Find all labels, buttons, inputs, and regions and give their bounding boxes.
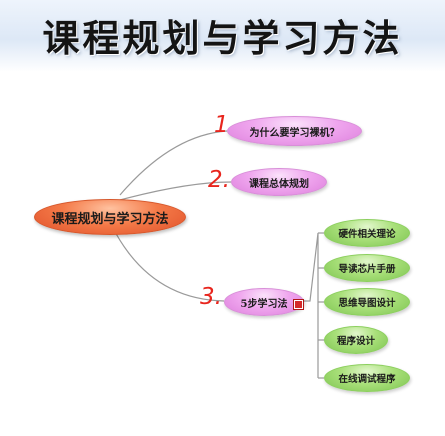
page-title: 课程规划与学习方法	[42, 16, 403, 60]
step-label-2: 导读芯片手册	[338, 264, 396, 275]
branch-number-3: 3.	[200, 284, 222, 310]
step-label-5: 在线调试程序	[338, 374, 396, 385]
step-label-1: 硬件相关理论	[338, 229, 396, 240]
step-node-programming[interactable]: 程序设计	[324, 326, 388, 354]
branch-label-2: 课程总体规划	[249, 178, 309, 190]
root-node[interactable]: 课程规划与学习方法	[34, 199, 186, 235]
connector-branch-2	[119, 181, 232, 201]
connector-branch-3	[112, 227, 225, 302]
branch-number-2: 2.	[208, 167, 230, 193]
step-node-datasheet-reading[interactable]: 导读芯片手册	[324, 254, 410, 282]
note-icon[interactable]	[294, 300, 303, 309]
connector-step-trunk	[303, 232, 319, 378]
branch-label-1: 为什么要学习裸机？	[249, 127, 340, 139]
step-node-hardware-theory[interactable]: 硬件相关理论	[324, 219, 410, 247]
branch-node-why-bare-metal[interactable]: 为什么要学习裸机？	[227, 116, 362, 146]
branch-node-five-step-method[interactable]: 5步学习法	[224, 288, 304, 316]
step-node-online-debugging[interactable]: 在线调试程序	[324, 364, 410, 392]
step-label-3: 思维导图设计	[338, 298, 396, 309]
connector-branch-1	[119, 130, 228, 196]
step-node-mindmap-design[interactable]: 思维导图设计	[324, 288, 410, 316]
branch-node-course-plan[interactable]: 课程总体规划	[231, 168, 327, 196]
root-node-label: 课程规划与学习方法	[51, 211, 169, 227]
branch-label-3: 5步学习法	[240, 298, 288, 310]
title-band	[0, 0, 445, 72]
step-label-4: 程序设计	[336, 336, 375, 347]
